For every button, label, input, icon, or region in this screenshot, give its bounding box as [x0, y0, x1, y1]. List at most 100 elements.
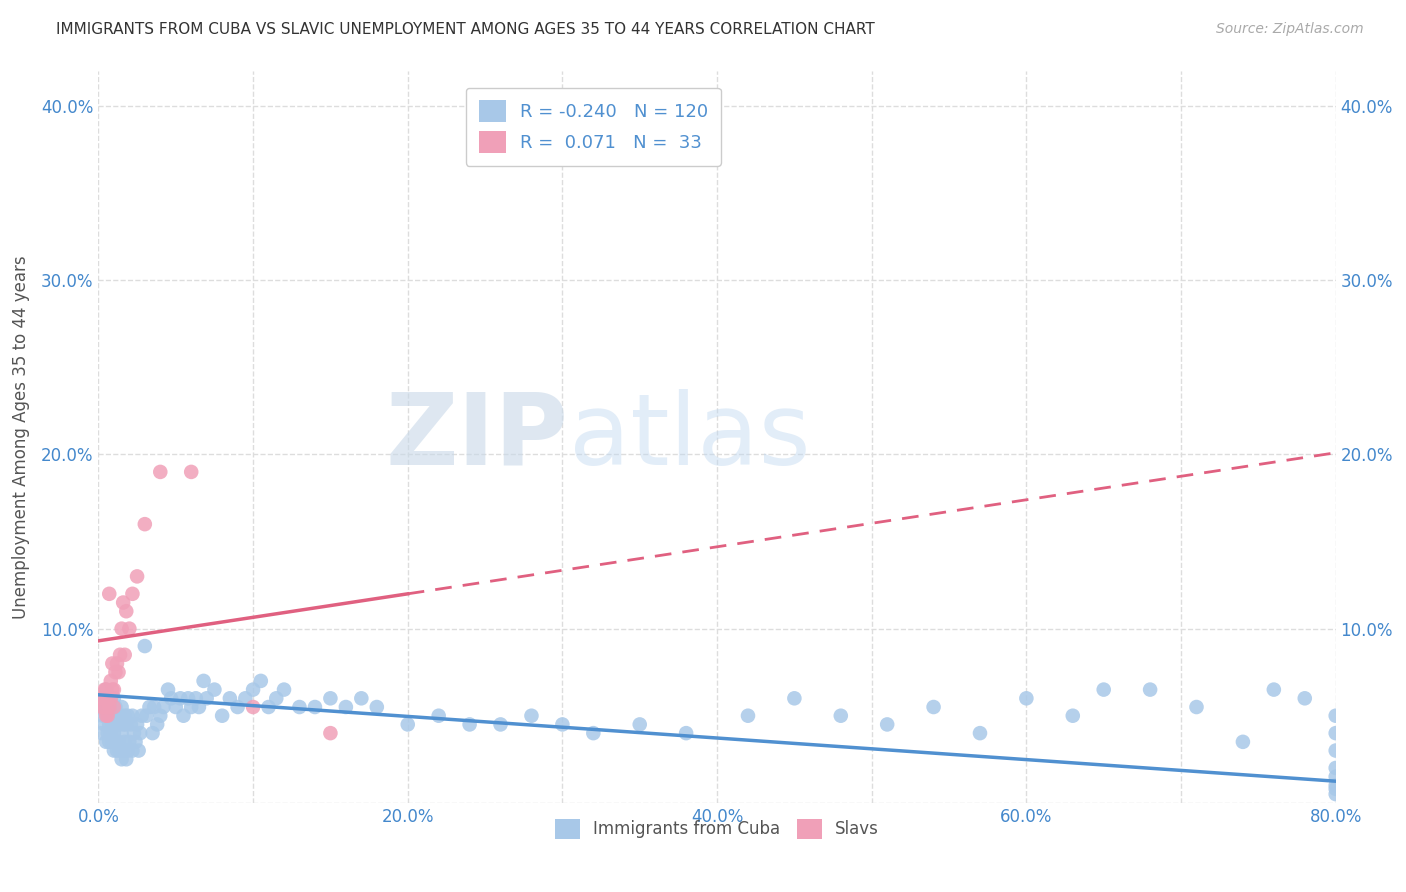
Point — [134, 517, 156, 532]
Point — [90, 700, 112, 714]
Point — [783, 691, 806, 706]
Point — [118, 735, 141, 749]
Point — [100, 673, 122, 688]
Point — [107, 665, 129, 680]
Point — [98, 587, 121, 601]
Point — [101, 657, 124, 671]
Point — [1324, 787, 1347, 801]
Point — [97, 726, 120, 740]
Point — [172, 708, 194, 723]
Point — [226, 700, 249, 714]
Point — [101, 717, 124, 731]
Point — [366, 700, 388, 714]
Point — [117, 743, 139, 757]
Point — [103, 743, 125, 757]
Point — [111, 622, 132, 636]
Point — [108, 708, 131, 723]
Text: IMMIGRANTS FROM CUBA VS SLAVIC UNEMPLOYMENT AMONG AGES 35 TO 44 YEARS CORRELATIO: IMMIGRANTS FROM CUBA VS SLAVIC UNEMPLOYM… — [56, 22, 875, 37]
Point — [157, 682, 180, 697]
Point — [105, 708, 128, 723]
Point — [96, 700, 118, 714]
Point — [350, 691, 373, 706]
Point — [91, 708, 114, 723]
Point — [111, 700, 132, 714]
Point — [115, 604, 138, 618]
Point — [115, 717, 138, 731]
Point — [160, 691, 183, 706]
Point — [146, 717, 169, 731]
Point — [1185, 700, 1208, 714]
Point — [112, 717, 135, 731]
Point — [112, 743, 135, 757]
Point — [1324, 778, 1347, 792]
Point — [98, 717, 121, 731]
Point — [101, 735, 124, 749]
Point — [96, 735, 118, 749]
Point — [90, 726, 112, 740]
Point — [1015, 691, 1038, 706]
Point — [219, 691, 242, 706]
Point — [120, 717, 142, 731]
Point — [141, 726, 165, 740]
Point — [582, 726, 605, 740]
Point — [111, 752, 132, 766]
Point — [257, 700, 280, 714]
Point — [876, 717, 898, 731]
Point — [180, 465, 202, 479]
Point — [100, 726, 122, 740]
Point — [1324, 781, 1347, 796]
Point — [177, 691, 200, 706]
Point — [98, 735, 121, 749]
Point — [96, 708, 118, 723]
Point — [103, 691, 125, 706]
Point — [129, 726, 152, 740]
Point — [193, 673, 215, 688]
Point — [1324, 708, 1347, 723]
Point — [103, 708, 125, 723]
Point — [127, 717, 149, 731]
Point — [108, 648, 131, 662]
Point — [107, 735, 129, 749]
Point — [131, 708, 153, 723]
Point — [104, 717, 127, 731]
Point — [427, 708, 450, 723]
Point — [149, 465, 172, 479]
Point — [675, 726, 697, 740]
Point — [304, 700, 326, 714]
Point — [108, 743, 131, 757]
Point — [96, 682, 118, 697]
Point — [115, 752, 138, 766]
Point — [111, 726, 132, 740]
Point — [250, 673, 273, 688]
Point — [98, 700, 121, 714]
Point — [107, 717, 129, 731]
Point — [335, 700, 357, 714]
Point — [1324, 770, 1347, 784]
Point — [1324, 761, 1347, 775]
Point — [458, 717, 481, 731]
Point — [242, 700, 264, 714]
Point — [97, 708, 120, 723]
Point — [101, 682, 124, 697]
Point — [100, 691, 122, 706]
Point — [242, 682, 264, 697]
Point — [98, 700, 121, 714]
Point — [93, 717, 115, 731]
Point — [105, 657, 128, 671]
Point — [101, 700, 124, 714]
Point — [91, 691, 114, 706]
Point — [1139, 682, 1161, 697]
Point — [152, 700, 174, 714]
Point — [288, 700, 311, 714]
Point — [211, 708, 233, 723]
Point — [121, 743, 143, 757]
Point — [112, 595, 135, 609]
Point — [628, 717, 651, 731]
Legend: Immigrants from Cuba, Slavs: Immigrants from Cuba, Slavs — [548, 812, 886, 846]
Point — [138, 700, 160, 714]
Point — [273, 682, 295, 697]
Point — [830, 708, 852, 723]
Text: ZIP: ZIP — [385, 389, 568, 485]
Point — [114, 735, 136, 749]
Point — [91, 700, 114, 714]
